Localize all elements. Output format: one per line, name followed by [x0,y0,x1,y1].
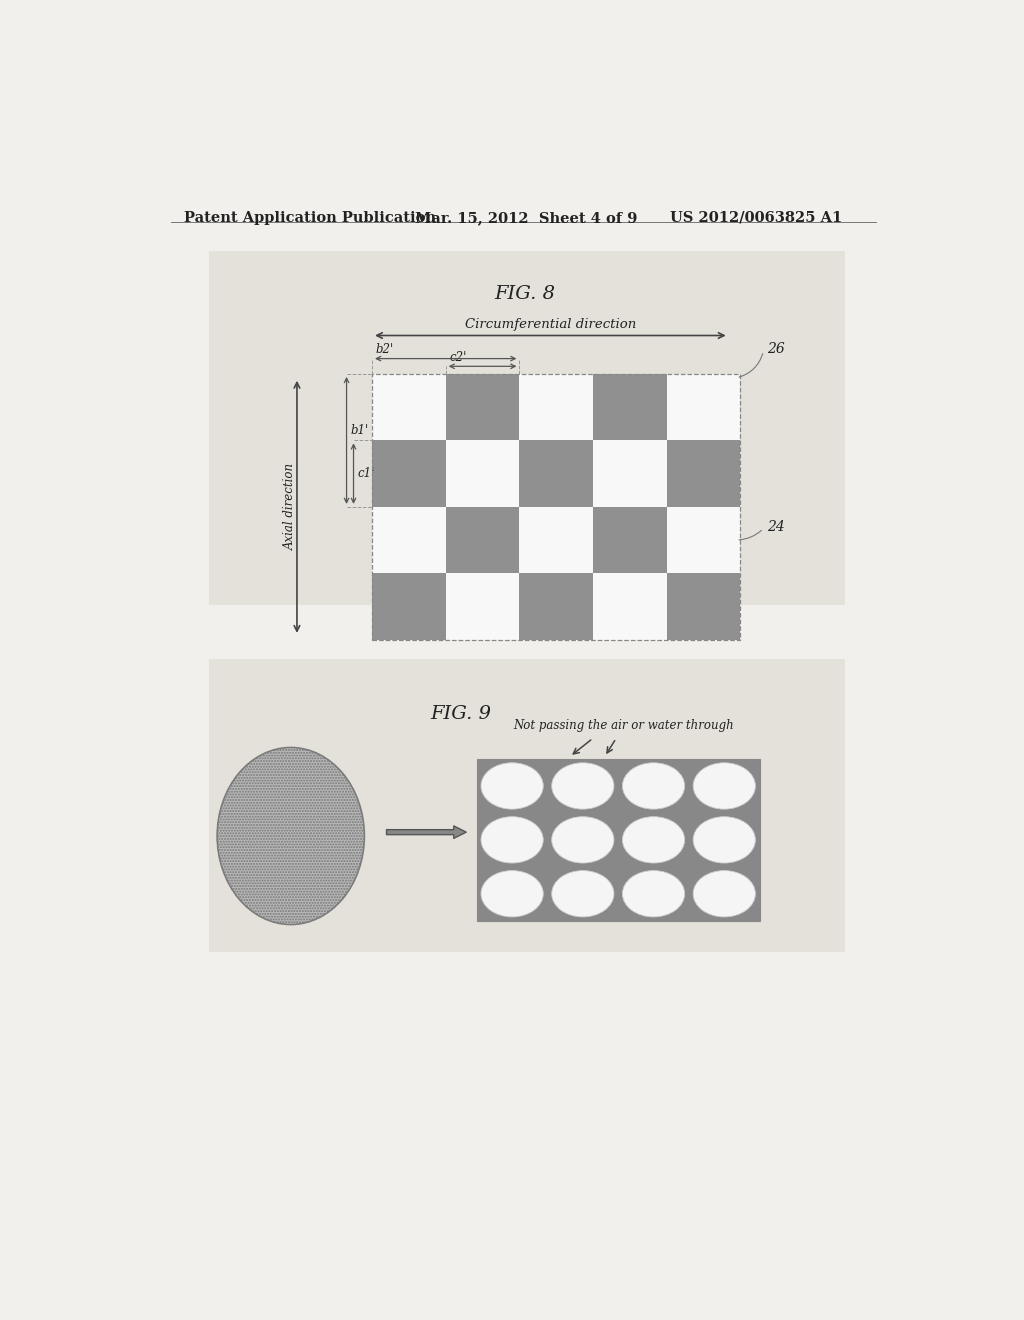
Bar [372,573,445,640]
Bar [667,507,740,573]
Bar [667,374,740,441]
Text: 26: 26 [767,342,785,356]
Bar [667,573,740,640]
Text: 24: 24 [767,520,785,535]
Ellipse shape [481,871,543,917]
Bar [593,573,667,640]
Text: Not passing the air or water through: Not passing the air or water through [514,719,734,733]
Ellipse shape [623,871,685,917]
Bar [477,759,760,921]
Bar [667,441,740,507]
Bar [372,441,445,507]
Ellipse shape [217,747,365,924]
Bar [445,507,519,573]
Bar [372,507,445,573]
Text: Patent Application Publication: Patent Application Publication [183,211,436,224]
Text: c2': c2' [450,351,467,364]
Ellipse shape [552,871,614,917]
Text: c1': c1' [357,467,375,480]
Text: FIG. 8: FIG. 8 [495,285,555,304]
Text: US 2012/0063825 A1: US 2012/0063825 A1 [671,211,843,224]
Bar [519,374,593,441]
Bar [445,573,519,640]
Ellipse shape [623,817,685,863]
Ellipse shape [552,817,614,863]
Bar [372,374,740,640]
Ellipse shape [693,871,756,917]
Bar [519,441,593,507]
Text: b1': b1' [350,424,369,437]
Ellipse shape [552,763,614,809]
Ellipse shape [693,817,756,863]
Bar [519,507,593,573]
Ellipse shape [481,817,543,863]
Bar [519,573,593,640]
Ellipse shape [693,763,756,809]
Text: Axial direction: Axial direction [285,463,297,550]
Ellipse shape [623,763,685,809]
Text: Circumferential direction: Circumferential direction [465,318,636,331]
Bar [445,441,519,507]
Bar [593,374,667,441]
Ellipse shape [481,763,543,809]
Bar [593,441,667,507]
Bar [372,374,445,441]
Bar [209,659,845,952]
Text: b2': b2' [376,342,394,355]
Text: Mar. 15, 2012  Sheet 4 of 9: Mar. 15, 2012 Sheet 4 of 9 [415,211,637,224]
Bar [445,374,519,441]
Bar [593,507,667,573]
Text: FIG. 9: FIG. 9 [431,705,492,723]
Bar [209,251,845,605]
